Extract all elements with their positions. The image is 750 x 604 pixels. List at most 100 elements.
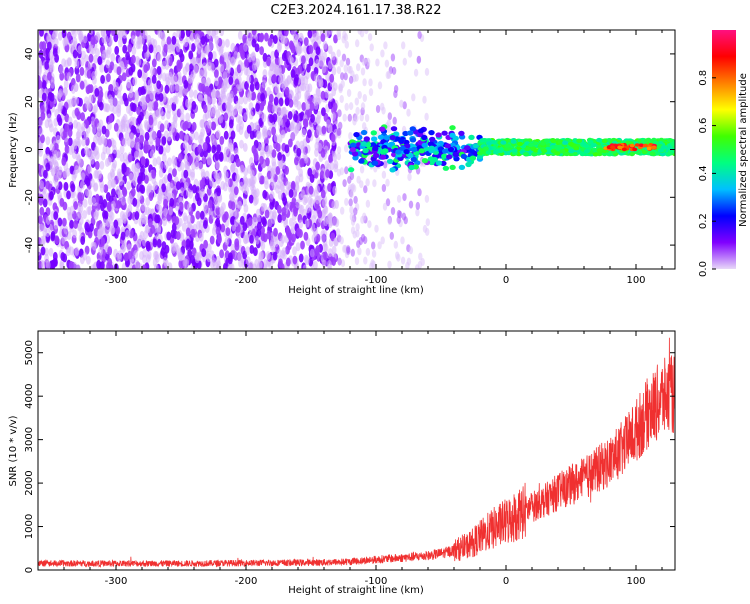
heatmap-cell (146, 34, 152, 44)
heatmap-cell (143, 64, 149, 73)
heatmap-cell (271, 126, 276, 136)
heatmap-cell (272, 251, 278, 261)
heatmap-cell (58, 64, 64, 74)
heatmap-cell (292, 246, 297, 256)
heatmap-cell (136, 124, 142, 134)
heatmap-cell (346, 245, 351, 254)
heatmap-cell (243, 43, 248, 52)
heatmap-cell (248, 157, 254, 166)
heatmap-cell (315, 185, 320, 194)
heatmap-cell (328, 93, 333, 103)
heatmap-cell (301, 128, 307, 138)
heatmap-cell (103, 35, 109, 45)
heatmap-cell (170, 83, 175, 93)
heatmap-cell (217, 101, 223, 111)
heatmap-cell (148, 192, 154, 202)
heatmap-cell (191, 100, 197, 110)
heatmap-cell (77, 45, 83, 55)
heatmap-cell (156, 44, 162, 54)
heatmap-cell (140, 156, 146, 166)
heatmap-cell (415, 208, 420, 217)
heatmap-cell (416, 55, 422, 64)
heatmap-cell (407, 173, 412, 182)
heatmap-cell (343, 72, 348, 81)
heatmap-cell (134, 150, 139, 160)
heatmap-cell (554, 151, 561, 156)
heatmap-cell (383, 160, 388, 169)
heatmap-cell (52, 47, 58, 57)
heatmap-cell (300, 189, 306, 199)
heatmap-cell (350, 248, 355, 257)
heatmap-cell (284, 144, 290, 154)
heatmap-cell (420, 258, 425, 266)
heatmap-cell (243, 58, 249, 68)
heatmap-cell (277, 190, 283, 200)
heatmap-cell (198, 232, 204, 242)
heatmap-cell (634, 143, 640, 147)
heatmap-cell (333, 34, 338, 44)
heatmap-cell (114, 45, 120, 55)
heatmap-cell (130, 124, 136, 134)
heatmap-cell (408, 164, 415, 171)
heatmap-cell (398, 138, 405, 144)
heatmap-cell (309, 174, 315, 183)
heatmap-cell (238, 126, 244, 135)
heatmap-cell (111, 188, 116, 198)
heatmap-cell (223, 130, 229, 140)
heatmap-cell (113, 248, 118, 258)
heatmap-cell (274, 84, 280, 94)
heatmap-cell (435, 132, 442, 138)
heatmap-cell (382, 202, 388, 211)
heatmap-cell (201, 248, 207, 258)
heatmap-cell (120, 231, 126, 241)
heatmap-cell (144, 174, 149, 184)
heatmap-cell (216, 187, 222, 197)
heatmap-cell (288, 189, 294, 198)
heatmap-cell (100, 74, 105, 84)
heatmap-cell (218, 114, 224, 124)
heatmap-cell (90, 116, 96, 126)
heatmap-cell (153, 250, 158, 260)
colorbar-tick-label: 0.2 (698, 213, 709, 229)
heatmap-cell (217, 234, 222, 244)
heatmap-cell (106, 45, 112, 55)
heatmap-cell (298, 253, 304, 263)
heatmap-cell (130, 187, 136, 197)
heatmap-cell (400, 256, 406, 265)
heatmap-cell (42, 198, 48, 208)
heatmap-cell (157, 187, 163, 197)
heatmap-cell (139, 134, 145, 144)
heatmap-cell (583, 149, 590, 154)
heatmap-cell (136, 239, 142, 249)
heatmap-cell (161, 183, 167, 193)
heatmap-cell (169, 197, 175, 207)
heatmap-cell (62, 86, 68, 96)
heatmap-cell (296, 147, 302, 157)
heatmap-cell (601, 138, 608, 144)
heatmap-cell (49, 142, 55, 152)
heatmap-cell (226, 64, 232, 74)
heatmap-cell (122, 212, 128, 222)
heatmap-cell (294, 181, 300, 191)
heatmap-cell (182, 122, 188, 132)
heatmap-cell (121, 72, 127, 82)
heatmap-cell (53, 211, 59, 221)
heatmap-cell (327, 183, 332, 192)
heatmap-cell (139, 251, 144, 260)
heatmap-cell (247, 164, 252, 174)
heatmap-cell (50, 167, 56, 177)
heatmap-cell (409, 126, 416, 132)
heatmap-cell (164, 84, 170, 94)
heatmap-cell (261, 79, 267, 89)
heatmap-cell (228, 200, 233, 209)
heatmap-cell (198, 69, 204, 79)
heatmap-cell (371, 160, 379, 166)
heatmap-cell (229, 153, 234, 163)
heatmap-cell (38, 143, 43, 153)
y-tick-label: 0 (24, 567, 35, 573)
heatmap-cell (124, 97, 129, 107)
heatmap-cell (381, 106, 386, 115)
heatmap-cell (344, 102, 349, 111)
heatmap-cell (375, 105, 381, 113)
heatmap-cell (193, 89, 199, 99)
